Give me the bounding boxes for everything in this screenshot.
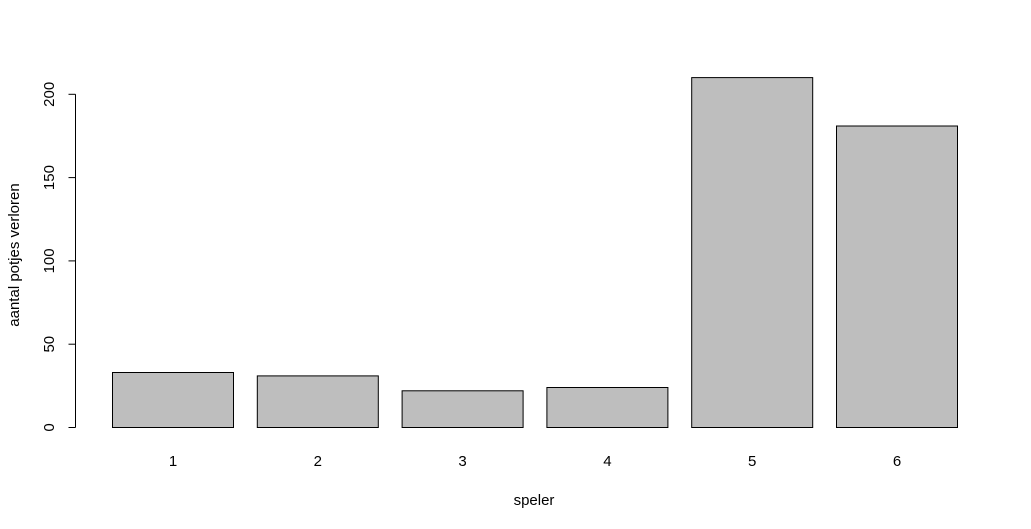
bar-3 <box>401 390 524 428</box>
x-axis: 1 2 3 4 5 6 <box>169 453 901 470</box>
bar-2 <box>256 375 379 428</box>
y-axis: 0 50 100 150 200 <box>41 82 76 432</box>
bars <box>112 77 958 428</box>
x-tick-label-6: 6 <box>893 453 901 470</box>
y-axis-label: aantal potjes verloren <box>6 183 23 326</box>
x-tick-label-1: 1 <box>169 453 177 470</box>
x-tick-label-2: 2 <box>314 453 322 470</box>
y-tick-label-100: 100 <box>41 248 58 273</box>
x-tick-label-5: 5 <box>748 453 756 470</box>
bar-6 <box>836 125 958 428</box>
y-tick-label-0: 0 <box>41 423 58 431</box>
x-tick-label-3: 3 <box>458 453 466 470</box>
bar-1 <box>112 372 234 428</box>
y-tick-label-50: 50 <box>41 336 58 353</box>
x-tick-label-4: 4 <box>603 453 611 470</box>
y-tick-label-150: 150 <box>41 165 58 190</box>
x-axis-label: speler <box>514 492 555 509</box>
bar-4 <box>546 387 669 428</box>
bar-5 <box>691 77 814 428</box>
y-tick-label-200: 200 <box>41 82 58 107</box>
